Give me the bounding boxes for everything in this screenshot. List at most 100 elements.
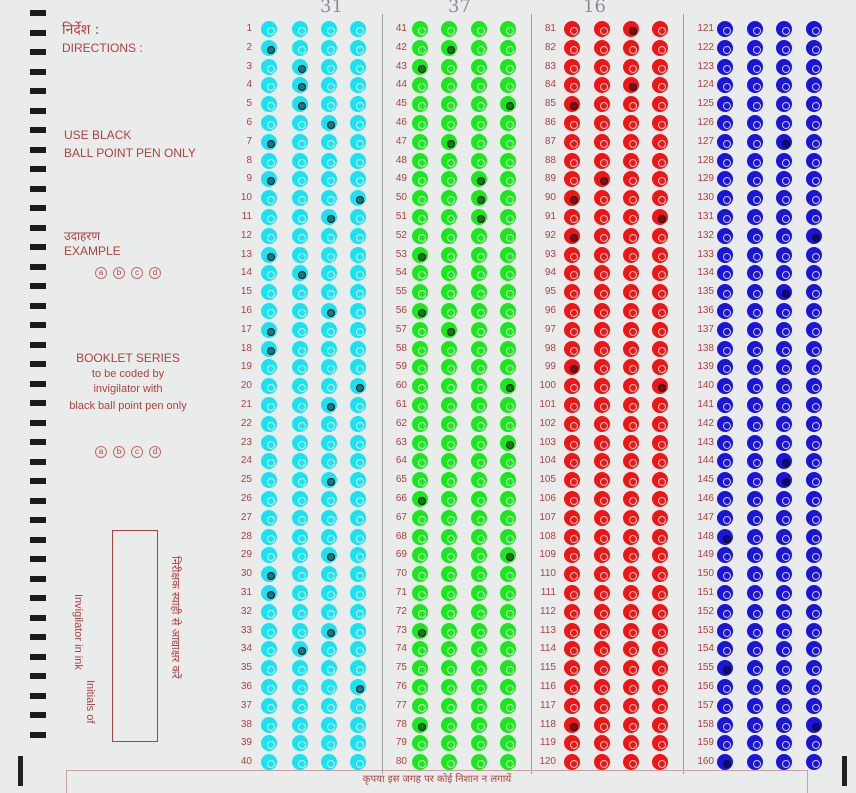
answer-bubble[interactable] (292, 415, 308, 432)
answer-bubble[interactable] (441, 58, 457, 75)
answer-bubble[interactable] (776, 152, 792, 169)
answer-bubble[interactable] (747, 660, 763, 677)
answer-bubble[interactable] (747, 359, 763, 376)
answer-bubble[interactable] (594, 58, 610, 75)
answer-bubble[interactable] (321, 528, 337, 545)
answer-bubble[interactable] (747, 378, 763, 395)
answer-bubble[interactable] (261, 528, 277, 545)
answer-bubble[interactable] (350, 96, 366, 113)
answer-bubble[interactable] (350, 246, 366, 263)
answer-bubble[interactable] (350, 152, 366, 169)
answer-bubble[interactable] (500, 735, 516, 752)
answer-bubble[interactable] (776, 284, 792, 301)
answer-bubble[interactable] (500, 190, 516, 207)
answer-bubble[interactable] (806, 679, 822, 695)
answer-bubble[interactable] (776, 491, 792, 507)
answer-bubble[interactable] (594, 585, 610, 601)
answer-bubble[interactable] (500, 697, 516, 714)
answer-bubble[interactable] (441, 303, 457, 319)
answer-bubble[interactable] (717, 321, 733, 338)
answer-bubble[interactable] (261, 21, 277, 37)
answer-bubble[interactable] (321, 585, 337, 601)
answer-bubble[interactable] (350, 735, 366, 752)
answer-bubble[interactable] (564, 660, 580, 677)
answer-bubble[interactable] (321, 415, 337, 432)
answer-bubble[interactable] (776, 21, 792, 37)
answer-bubble[interactable] (623, 697, 639, 714)
answer-bubble[interactable] (441, 434, 457, 451)
answer-bubble[interactable] (564, 340, 580, 357)
answer-bubble[interactable] (500, 303, 516, 319)
answer-bubble[interactable] (806, 716, 822, 733)
answer-bubble[interactable] (747, 303, 763, 319)
answer-bubble[interactable] (776, 171, 792, 188)
answer-bubble[interactable] (652, 453, 668, 470)
answer-bubble[interactable] (261, 679, 277, 695)
answer-bubble[interactable] (412, 472, 428, 489)
answer-bubble[interactable] (623, 585, 639, 601)
answer-bubble[interactable] (321, 152, 337, 169)
answer-bubble[interactable] (500, 622, 516, 639)
answer-bubble[interactable] (441, 547, 457, 564)
answer-bubble[interactable] (564, 509, 580, 526)
answer-bubble[interactable] (471, 133, 487, 150)
answer-bubble[interactable] (623, 171, 639, 188)
answer-bubble[interactable] (350, 58, 366, 75)
answer-bubble[interactable] (292, 284, 308, 301)
answer-bubble[interactable] (747, 697, 763, 714)
answer-bubble[interactable] (350, 321, 366, 338)
answer-bubble[interactable] (747, 321, 763, 338)
answer-bubble[interactable] (717, 21, 733, 37)
answer-bubble[interactable] (412, 284, 428, 301)
answer-bubble[interactable] (261, 133, 277, 150)
answer-bubble[interactable] (717, 227, 733, 244)
answer-bubble[interactable] (292, 96, 308, 113)
answer-bubble[interactable] (623, 397, 639, 413)
answer-bubble[interactable] (321, 378, 337, 395)
answer-bubble[interactable] (261, 58, 277, 75)
answer-bubble[interactable] (321, 547, 337, 564)
answer-bubble[interactable] (350, 209, 366, 225)
answer-bubble[interactable] (717, 58, 733, 75)
answer-bubble[interactable] (564, 96, 580, 113)
answer-bubble[interactable] (500, 415, 516, 432)
answer-bubble[interactable] (806, 472, 822, 489)
answer-bubble[interactable] (623, 547, 639, 564)
answer-bubble[interactable] (321, 96, 337, 113)
answer-bubble[interactable] (747, 171, 763, 188)
answer-bubble[interactable] (564, 378, 580, 395)
answer-bubble[interactable] (471, 77, 487, 94)
answer-bubble[interactable] (564, 547, 580, 564)
answer-bubble[interactable] (471, 340, 487, 357)
answer-bubble[interactable] (652, 39, 668, 56)
answer-bubble[interactable] (500, 246, 516, 263)
answer-bubble[interactable] (321, 566, 337, 583)
answer-bubble[interactable] (471, 190, 487, 207)
answer-bubble[interactable] (471, 585, 487, 601)
answer-bubble[interactable] (564, 397, 580, 413)
answer-bubble[interactable] (806, 96, 822, 113)
answer-bubble[interactable] (717, 77, 733, 94)
answer-bubble[interactable] (717, 754, 733, 771)
answer-bubble[interactable] (717, 190, 733, 207)
answer-bubble[interactable] (594, 697, 610, 714)
answer-bubble[interactable] (261, 509, 277, 526)
answer-bubble[interactable] (594, 679, 610, 695)
answer-bubble[interactable] (471, 491, 487, 507)
answer-bubble[interactable] (292, 77, 308, 94)
answer-bubble[interactable] (350, 641, 366, 658)
answer-bubble[interactable] (806, 115, 822, 131)
answer-bubble[interactable] (261, 491, 277, 507)
answer-bubble[interactable] (717, 152, 733, 169)
answer-bubble[interactable] (564, 359, 580, 376)
answer-bubble[interactable] (321, 284, 337, 301)
answer-bubble[interactable] (441, 96, 457, 113)
answer-bubble[interactable] (594, 641, 610, 658)
answer-bubble[interactable] (776, 622, 792, 639)
answer-bubble[interactable] (500, 378, 516, 395)
answer-bubble[interactable] (806, 303, 822, 319)
answer-bubble[interactable] (717, 641, 733, 658)
answer-bubble[interactable] (747, 340, 763, 357)
answer-bubble[interactable] (564, 284, 580, 301)
answer-bubble[interactable] (594, 528, 610, 545)
